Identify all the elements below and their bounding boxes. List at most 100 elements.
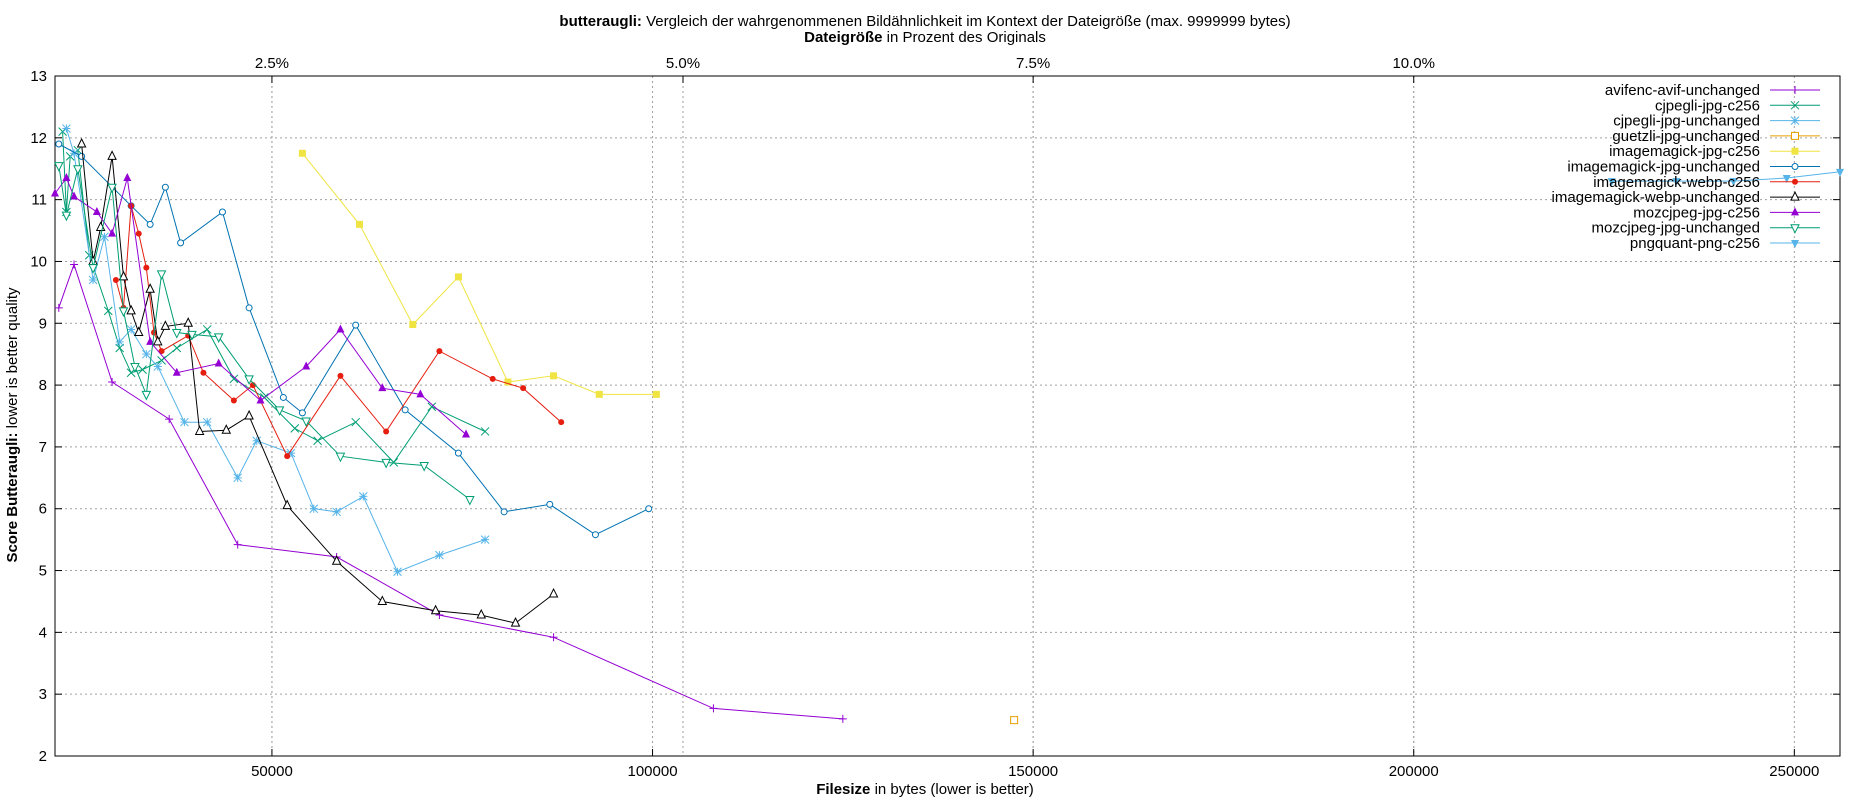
legend-swatch-marker [1792, 178, 1798, 185]
x-tick-label: 100000 [628, 763, 678, 780]
data-point [88, 275, 98, 285]
data-point [177, 239, 185, 247]
data-point [245, 304, 253, 312]
data-point [454, 449, 462, 457]
data-point [427, 402, 437, 412]
data-point [229, 374, 239, 384]
legend-label: imagemagick-jpg-unchanged [1567, 159, 1760, 176]
data-point [401, 406, 409, 414]
data-point [302, 361, 311, 370]
data-point [558, 419, 565, 426]
grid [55, 76, 1840, 756]
data-point [337, 372, 344, 379]
data-point [115, 343, 125, 353]
data-point [298, 409, 306, 417]
legend-swatch-marker [1791, 131, 1799, 140]
legend-swatch-marker [1791, 163, 1799, 170]
legend-label: pngquant-png-c256 [1630, 235, 1760, 252]
data-point [92, 207, 101, 215]
legend-swatch-marker [1791, 207, 1799, 216]
x-tick-label: 50000 [251, 763, 293, 780]
data-point [409, 321, 417, 329]
data-point [550, 372, 558, 380]
data-point [549, 633, 558, 642]
data-point [200, 369, 207, 376]
legend-label: mozcjpeg-jpg-unchanged [1592, 220, 1760, 237]
data-point [54, 303, 63, 312]
series-line [302, 152, 657, 395]
data-point [462, 429, 471, 438]
data-point [595, 390, 603, 398]
y-tick-label: 13 [30, 68, 47, 85]
data-point [298, 149, 306, 157]
data-point [393, 567, 402, 577]
data-point [331, 555, 342, 565]
data-point [548, 587, 559, 598]
data-point [465, 495, 475, 506]
data-point [358, 492, 368, 501]
data-point [1836, 168, 1844, 177]
legend-item: cjpegli-jpg-c256 [1655, 97, 1820, 114]
legend-item: mozcjpeg-jpg-c256 [1633, 204, 1820, 221]
data-point [61, 211, 72, 222]
chart-title-bold: butteraugli: [559, 13, 642, 30]
y-tick-label: 5 [39, 563, 47, 580]
data-point [187, 330, 197, 341]
data-point [476, 608, 487, 619]
data-point [290, 424, 300, 433]
y-tick-label: 11 [31, 192, 47, 209]
legend-item: imagemagick-webp-c256 [1593, 174, 1820, 191]
x2-axis-label-rest: in Prozent des Originals [882, 29, 1045, 46]
data-point [510, 616, 521, 627]
data-point [351, 417, 361, 427]
y-axis-label-bold: Score Butteraugli: [4, 433, 21, 563]
legend-label: mozcjpeg-jpg-c256 [1633, 204, 1760, 221]
data-point [378, 383, 387, 392]
data-point [62, 124, 71, 133]
data-point [218, 208, 226, 216]
data-point [123, 173, 132, 181]
data-point [430, 604, 441, 615]
data-point [454, 273, 462, 281]
series-imagemagick-jpg-unchanged [55, 140, 653, 539]
data-point [165, 415, 174, 424]
data-point [838, 714, 847, 723]
data-point [416, 389, 425, 398]
series-line [58, 143, 649, 536]
data-point [133, 326, 144, 337]
data-point [160, 320, 171, 330]
data-point [118, 307, 129, 318]
data-point [107, 150, 117, 160]
y-tick-label: 12 [30, 130, 47, 147]
data-point [652, 390, 660, 398]
data-point [355, 220, 363, 228]
x2-axis-label-bold: Dateigröße [804, 29, 882, 46]
data-point [520, 385, 527, 392]
legend: avifenc-avif-unchangedcjpegli-jpg-c256cj… [1552, 82, 1820, 252]
data-point [112, 277, 119, 283]
data-point [51, 188, 59, 197]
y-tick-label: 8 [39, 377, 47, 394]
data-point [70, 260, 79, 269]
data-point [135, 230, 142, 237]
data-point [1607, 178, 1616, 187]
series-imagemagick-webp-unchanged [76, 137, 559, 627]
legend-item: imagemagick-jpg-unchanged [1567, 159, 1820, 176]
data-point [70, 191, 79, 200]
data-point [141, 349, 151, 359]
x-axis-label-rest: in bytes (lower is better) [870, 781, 1033, 798]
legend-swatch-marker [1791, 240, 1799, 248]
data-point [73, 165, 83, 175]
x2-tick-label: 2.5% [255, 55, 289, 72]
legend-item: mozcjpeg-jpg-unchanged [1592, 220, 1820, 237]
data-point [221, 424, 232, 434]
data-point [214, 358, 223, 367]
data-point [213, 333, 224, 343]
data-point [436, 348, 443, 355]
data-point [282, 499, 292, 510]
data-point [108, 228, 117, 237]
data-point [146, 220, 154, 228]
legend-swatch-marker [1790, 190, 1800, 201]
data-point [78, 152, 86, 160]
data-point [383, 428, 390, 435]
